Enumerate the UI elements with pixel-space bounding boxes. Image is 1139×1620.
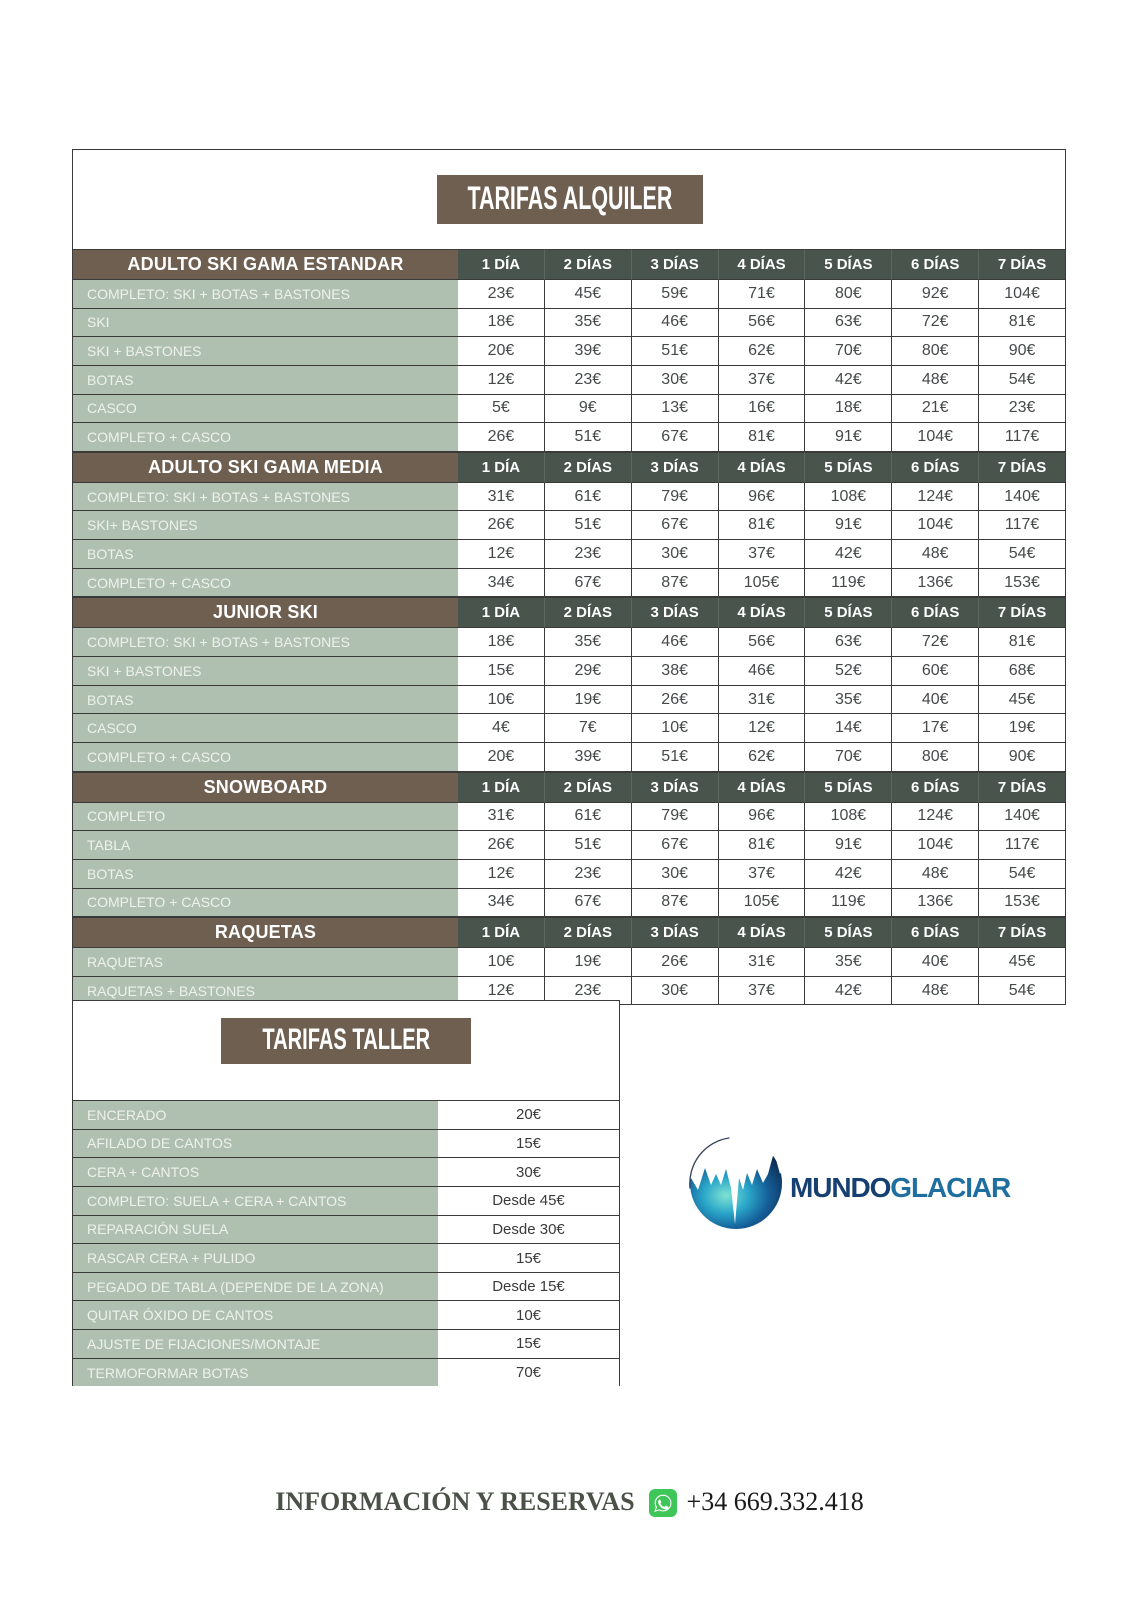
svg-text:MUNDOGLACIAR: MUNDOGLACIAR — [790, 1172, 1011, 1203]
